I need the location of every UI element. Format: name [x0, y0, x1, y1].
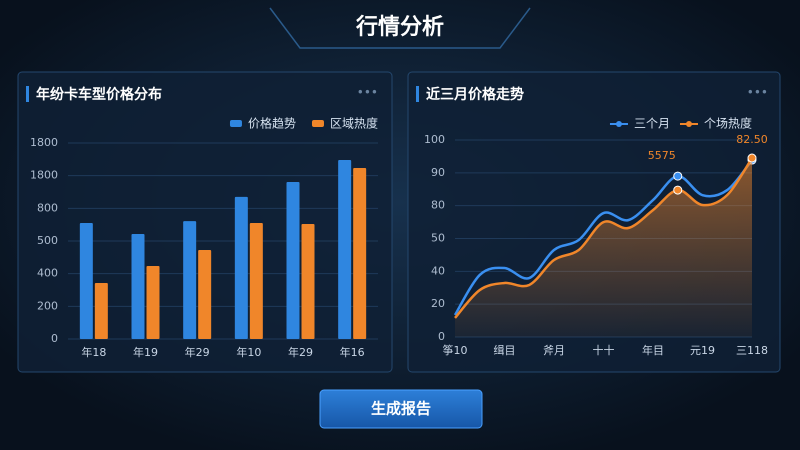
header-frame: [269, 7, 531, 49]
bar: [183, 221, 197, 339]
legend-swatch: [685, 121, 692, 127]
button-label[interactable]: 生成报告: [371, 400, 431, 418]
y-tick-label: 1800: [30, 169, 58, 182]
page-title: 行情分析: [355, 14, 444, 40]
y-tick-label: 20: [431, 297, 445, 310]
bar: [301, 224, 315, 339]
y-tick-label: 200: [37, 299, 58, 312]
x-tick-label: 年19: [133, 345, 158, 359]
annotation: 82.50: [736, 133, 768, 146]
title-accent: [26, 86, 29, 102]
legend-label: 三个月: [634, 117, 670, 131]
y-tick-label: 1800: [30, 136, 58, 149]
x-tick-label: 年29: [185, 345, 210, 359]
button-background[interactable]: [319, 389, 483, 429]
x-tick-label: 年18: [81, 345, 106, 359]
legend-swatch: [615, 121, 622, 127]
bar: [338, 159, 352, 339]
point: [673, 185, 683, 195]
line: [454, 157, 754, 319]
x-tick-label: 筝10: [443, 343, 468, 357]
x-tick-label: 元19: [690, 344, 715, 357]
point: [747, 153, 757, 163]
x-tick-label: 年29: [288, 345, 313, 359]
legend-swatch: [229, 120, 242, 127]
chart-title: 年纷卡车型价格分布: [36, 86, 162, 103]
x-tick-label: 缉目: [494, 344, 516, 357]
bar: [198, 249, 212, 339]
y-tick-label: 40: [431, 264, 445, 277]
bar: [79, 223, 93, 339]
y-tick-label: 500: [37, 234, 58, 247]
x-tick-label: 年16: [340, 345, 365, 359]
bar: [94, 282, 108, 339]
y-tick-label: 0: [51, 332, 58, 345]
bar: [286, 182, 300, 339]
y-tick-label: 100: [424, 133, 445, 146]
legend-label: 区域热度: [330, 116, 378, 131]
legend-label: 价格趋势: [248, 116, 296, 131]
panel-menu: •••: [357, 86, 378, 100]
y-tick-label: 90: [431, 166, 445, 179]
legend-label: 个场热度: [704, 116, 752, 131]
y-tick-label: 800: [37, 201, 58, 214]
x-tick-label: 十十: [593, 343, 615, 357]
point: [673, 171, 683, 181]
annotation: 5575: [648, 149, 676, 162]
bar: [131, 233, 145, 339]
x-tick-label: 年10: [236, 345, 261, 359]
x-tick-label: 斧月: [543, 344, 565, 357]
bar: [234, 196, 248, 339]
bar: [146, 265, 160, 339]
y-tick-label: 80: [431, 199, 445, 212]
area: [455, 158, 752, 337]
x-tick-label: 年目: [642, 343, 664, 357]
x-tick-label: 三118: [736, 344, 768, 357]
legend-swatch: [311, 120, 324, 127]
bar: [249, 223, 263, 339]
chart-title: 近三月价格走势: [426, 86, 524, 103]
line: [453, 159, 753, 316]
y-tick-label: 50: [431, 232, 445, 245]
panel-menu: •••: [747, 86, 768, 100]
y-tick-label: 0: [438, 330, 445, 343]
bar: [353, 167, 367, 339]
report-button[interactable]: 生成报告: [319, 389, 483, 429]
title-accent: [416, 86, 419, 102]
y-tick-label: 400: [37, 267, 58, 280]
